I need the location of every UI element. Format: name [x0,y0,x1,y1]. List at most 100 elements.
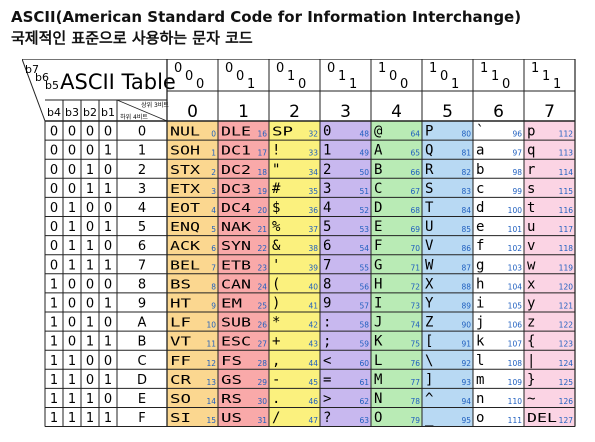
cell-code-3-12: 60 [359,359,369,368]
cell-code-6-4: 100 [508,206,523,215]
row-bit-0-2: 0 [86,125,94,140]
row-bit-13-2: 0 [86,373,94,388]
row-bit-5-2: 0 [86,220,94,235]
cell-code-4-9: 73 [410,302,420,311]
cell-code-7-5: 117 [559,225,574,234]
cell-code-0-15: 15 [206,416,216,425]
row-bit-0-3: 0 [104,125,112,140]
cell-char-4-2: B [374,162,382,178]
cell-code-5-7: 87 [461,263,471,272]
cell-char-5-0: P [425,124,433,140]
cell-char-4-12: L [374,353,382,369]
cell-char-1-0: DLE [221,125,251,139]
cell-char-4-9: I [374,296,382,312]
cell-code-6-5: 101 [508,225,523,234]
cell-char-3-2: 2 [323,162,331,178]
row-bit-6-1: 1 [68,239,76,254]
cell-char-2-0: SP [272,125,293,139]
cell-code-1-13: 29 [257,378,267,387]
cell-char-4-3: C [374,181,382,197]
column-bits-7-a: 1 [531,61,539,76]
cell-char-7-11: { [527,334,535,350]
cell-code-2-2: 34 [308,168,318,177]
row-bit-15-2: 1 [86,411,94,426]
cell-code-1-6: 22 [257,244,267,253]
cell-code-3-5: 53 [359,225,369,234]
cell-char-0-5: ENQ [170,220,200,234]
row-bit-6-3: 0 [104,239,112,254]
cell-char-0-2: STX [170,163,201,177]
cell-char-4-6: F [374,238,382,254]
row-label-11: B [138,335,147,350]
cell-char-2-2: " [272,162,280,178]
row-bit-12-0: 1 [50,354,58,369]
cell-code-2-5: 37 [308,225,318,234]
row-bit-9-2: 0 [86,297,94,312]
row-label-8: 8 [138,277,146,292]
cell-char-6-15: o [476,410,484,426]
cell-code-3-13: 61 [359,378,369,387]
row-label-7: 7 [138,258,146,273]
cell-char-0-4: EOT [170,201,200,215]
cell-char-3-3: 3 [323,181,331,197]
cell-code-4-13: 77 [410,378,420,387]
row-bit-6-0: 0 [50,239,58,254]
cell-code-2-3: 35 [308,187,318,196]
row-bit-10-3: 0 [104,316,112,331]
cell-char-6-10: j [476,315,484,331]
cell-code-4-1: 65 [410,149,420,158]
cell-char-4-1: A [374,143,383,159]
cell-code-1-7: 23 [257,263,267,272]
column-bits-1-a: 0 [225,61,233,76]
cell-code-2-12: 44 [308,359,318,368]
column-number-2: 2 [289,102,300,122]
cell-code-5-4: 84 [461,206,471,215]
cell-code-6-1: 97 [512,149,522,158]
cell-code-6-14: 110 [508,397,523,406]
cell-char-1-1: DC1 [221,144,251,158]
column-bits-6-a: 1 [480,61,488,76]
cell-code-5-3: 83 [461,187,471,196]
row-label-15: F [138,411,145,426]
cell-code-3-3: 51 [359,187,369,196]
cell-code-2-0: 32 [308,130,318,139]
column-number-1: 1 [238,102,249,122]
cell-char-5-15: _ [425,410,434,426]
row-bit-15-1: 1 [68,411,76,426]
cell-char-0-12: FF [170,354,191,368]
row-bit-9-1: 0 [68,297,76,312]
cell-code-1-14: 30 [257,397,267,406]
column-bits-7-c: 1 [553,77,561,92]
cell-char-3-12: < [323,353,331,369]
column-bits-1-b: 0 [236,69,244,84]
cell-code-4-12: 76 [410,359,420,368]
cell-char-5-8: X [425,276,434,292]
row-bit-8-2: 0 [86,277,94,292]
cell-code-1-1: 17 [257,149,267,158]
cell-code-7-7: 119 [559,263,574,272]
row-bit-0-0: 0 [50,125,58,140]
cell-code-6-3: 99 [512,187,522,196]
cell-code-3-1: 49 [359,149,369,158]
column-bits-3-a: 0 [327,61,335,76]
cell-code-0-10: 10 [206,321,216,330]
row-label-13: D [137,373,147,388]
cell-char-6-11: k [476,334,485,350]
cell-char-6-8: h [476,276,484,292]
cell-code-0-7: 7 [211,263,216,272]
cell-code-3-9: 57 [359,302,369,311]
cell-code-7-4: 116 [559,206,574,215]
cell-char-5-1: Q [425,143,433,159]
cell-code-7-15: 127 [559,416,574,425]
cell-char-6-9: i [476,296,484,312]
column-bits-6-c: 0 [502,77,510,92]
row-bit-15-3: 1 [104,411,112,426]
row-label-9: 9 [138,297,146,312]
column-number-5: 5 [442,102,453,122]
column-bits-4-c: 0 [400,77,408,92]
cell-code-7-3: 115 [559,187,574,196]
cell-code-2-8: 40 [308,282,318,291]
cell-char-0-0: NUL [170,125,200,139]
cell-char-5-6: V [425,238,434,254]
cell-code-5-12: 92 [461,359,471,368]
